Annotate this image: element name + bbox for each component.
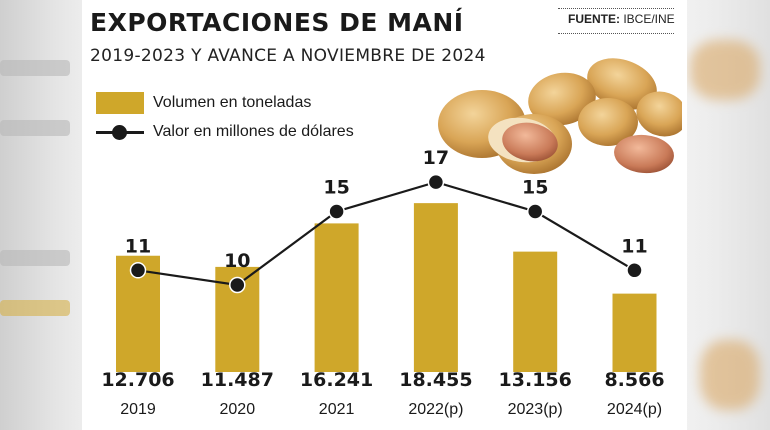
legend-item-volume: Volumen en toneladas — [96, 92, 311, 114]
legend-line-swatch — [96, 121, 144, 143]
blurred-peanut — [700, 340, 760, 410]
legend-label-value: Valor en millones de dólares — [153, 123, 354, 140]
peanut-shell-open — [438, 90, 572, 174]
blurred-text-block — [0, 120, 70, 136]
volume-label-4: 13.156 — [499, 369, 572, 391]
legend-item-value: Valor en millones de dólares — [96, 121, 354, 143]
category-label-5: 2024(p) — [607, 401, 662, 418]
source-divider — [558, 8, 674, 34]
bar-2 — [314, 223, 359, 372]
peanuts-illustration — [438, 58, 682, 174]
volume-label-0: 12.706 — [101, 369, 174, 391]
category-label-3: 2022(p) — [408, 401, 463, 418]
value-label-4: 15 — [522, 177, 548, 199]
volume-label-3: 18.455 — [399, 369, 472, 391]
value-label-2: 15 — [323, 177, 349, 199]
legend-label-volume: Volumen en toneladas — [153, 94, 312, 111]
value-label-5: 11 — [621, 235, 647, 257]
value-label-1: 10 — [224, 250, 250, 272]
peanut-shell — [528, 72, 638, 146]
bar-5 — [612, 293, 657, 372]
value-point-5 — [626, 262, 643, 279]
peanut-shell — [587, 58, 682, 137]
bar-3 — [413, 203, 458, 372]
value-point-2 — [328, 203, 345, 220]
blurred-peanut — [690, 40, 760, 100]
chart-area: 11 10 15 17 15 11 12.706 2019 11.487 2020 16.241 20… — [101, 147, 664, 418]
value-line — [137, 180, 636, 287]
legend-dot — [112, 125, 127, 140]
infographic-panel: EXPORTACIONES DE MANÍ 2019-2023 Y AVANCE… — [82, 0, 687, 430]
peanut-kernel — [614, 134, 674, 174]
source-value: IBCE/INE — [623, 12, 675, 26]
value-point-1 — [229, 276, 246, 294]
background-left — [0, 0, 90, 430]
value-point-0 — [129, 262, 147, 279]
value-point-3 — [427, 173, 445, 191]
bar-4 — [513, 251, 558, 372]
blurred-text-block — [0, 250, 70, 266]
value-label-3: 17 — [423, 147, 449, 169]
volume-label-2: 16.241 — [300, 369, 373, 391]
blurred-text-block — [0, 60, 70, 76]
category-label-4: 2023(p) — [508, 401, 563, 418]
volume-label-5: 8.566 — [604, 369, 664, 391]
category-label-1: 2020 — [220, 401, 256, 418]
blurred-bar-block — [0, 300, 70, 316]
source-note: FUENTE: IBCE/INE — [568, 12, 675, 26]
volume-label-1: 11.487 — [201, 369, 274, 391]
background-right — [680, 0, 770, 430]
category-label-2: 2021 — [319, 401, 355, 418]
chart-subtitle: 2019-2023 Y AVANCE A NOVIEMBRE DE 2024 — [90, 46, 486, 66]
chart-title: EXPORTACIONES DE MANÍ — [90, 8, 464, 37]
source-label: FUENTE: — [568, 12, 620, 26]
category-label-0: 2019 — [120, 401, 156, 418]
value-label-0: 11 — [125, 235, 151, 257]
value-point-4 — [526, 203, 544, 220]
legend-bar-swatch — [96, 92, 144, 114]
